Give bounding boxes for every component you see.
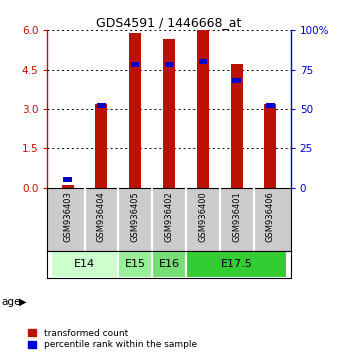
Text: GSM936401: GSM936401 bbox=[232, 191, 241, 242]
Bar bbox=[163, 39, 175, 188]
Bar bbox=[96, 104, 107, 188]
Text: GSM936402: GSM936402 bbox=[165, 191, 173, 242]
Bar bbox=[97, 103, 105, 108]
Bar bbox=[129, 33, 141, 188]
Text: age: age bbox=[2, 297, 21, 307]
Text: E17.5: E17.5 bbox=[221, 259, 252, 269]
Text: E15: E15 bbox=[125, 259, 146, 269]
Bar bbox=[62, 185, 74, 188]
Bar bbox=[266, 103, 274, 108]
Bar bbox=[186, 251, 287, 278]
Bar bbox=[152, 251, 186, 278]
Bar bbox=[118, 251, 152, 278]
Bar bbox=[51, 251, 118, 278]
Text: GSM936405: GSM936405 bbox=[131, 191, 140, 242]
Text: E14: E14 bbox=[74, 259, 95, 269]
Text: E16: E16 bbox=[159, 259, 179, 269]
Text: GSM936406: GSM936406 bbox=[266, 191, 275, 242]
Text: GSM936404: GSM936404 bbox=[97, 191, 106, 242]
Bar bbox=[64, 177, 72, 182]
Bar bbox=[231, 64, 243, 188]
Bar bbox=[131, 62, 139, 67]
Title: GDS4591 / 1446668_at: GDS4591 / 1446668_at bbox=[96, 16, 242, 29]
Bar bbox=[199, 59, 207, 64]
Text: GSM936400: GSM936400 bbox=[198, 191, 207, 242]
Text: ▶: ▶ bbox=[19, 297, 26, 307]
Bar bbox=[197, 30, 209, 188]
Bar bbox=[165, 62, 173, 67]
Legend: transformed count, percentile rank within the sample: transformed count, percentile rank withi… bbox=[28, 329, 197, 349]
Text: GSM936403: GSM936403 bbox=[63, 191, 72, 242]
Bar bbox=[264, 104, 276, 188]
Bar bbox=[233, 78, 241, 83]
